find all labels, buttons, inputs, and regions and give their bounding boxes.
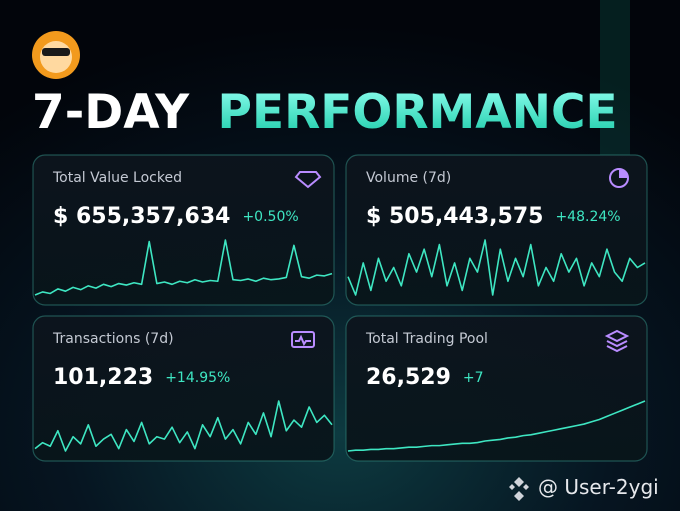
- sparkline: [34, 239, 333, 296]
- icon-layers: [604, 329, 630, 353]
- card-change: +0.50%: [242, 209, 298, 225]
- card-change: +48.24%: [555, 209, 620, 225]
- title: 7-DAY PERFORMANCE: [32, 85, 618, 140]
- sparkline: [347, 239, 646, 296]
- card-change: +7: [463, 370, 484, 386]
- light-beam: [600, 0, 630, 180]
- icon-monitor: [291, 331, 315, 348]
- title-accent: PERFORMANCE: [218, 85, 618, 140]
- title-lead: 7-DAY: [32, 85, 190, 140]
- card: [345, 315, 648, 462]
- sparkline: [347, 400, 646, 452]
- card-label: Total Value Locked: [52, 170, 182, 186]
- icon-gem: [294, 171, 322, 189]
- sparkline: [34, 400, 333, 452]
- card: [32, 154, 335, 306]
- card-value: 26,529: [366, 365, 451, 390]
- card-label: Transactions (7d): [52, 331, 174, 347]
- card-label: Volume (7d): [366, 170, 451, 186]
- watermark-icon: [509, 477, 529, 501]
- card-change: +14.95%: [165, 370, 230, 386]
- card-value: 101,223: [53, 365, 153, 390]
- watermark: @ User-2ygi: [538, 475, 659, 499]
- icon-pie: [609, 168, 629, 188]
- card-value: $ 505,443,575: [366, 204, 543, 229]
- cards: Total Value Locked $ 655,357,634 +0.50% Vol…: [32, 154, 648, 462]
- logo: [32, 31, 80, 79]
- card-label: Total Trading Pool: [365, 331, 488, 347]
- card-value: $ 655,357,634: [53, 204, 230, 229]
